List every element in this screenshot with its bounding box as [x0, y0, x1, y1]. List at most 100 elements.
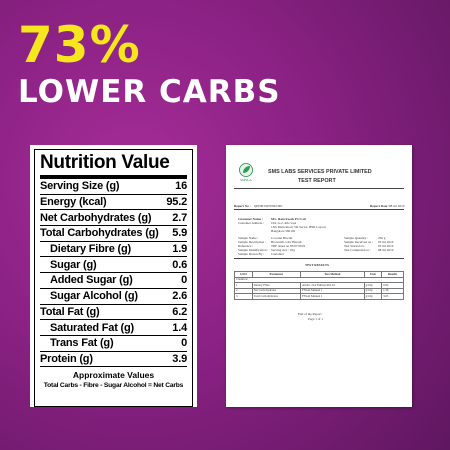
customer-address-2: 13th Main Road, 5th Sector, HSR Layout: [271, 225, 326, 229]
headline-percent: 73%: [18, 16, 141, 74]
lab-test-report: SMSLA SMS LABS SERVICES PRIVATE LIMITED …: [226, 145, 412, 407]
table-cell: g/16g: [363, 282, 383, 289]
page-number: Page 1 of 1: [308, 317, 323, 321]
report-title: TEST REPORT: [298, 178, 336, 184]
sample-description-label: Sample Description :: [238, 240, 266, 244]
nutrition-row-label: Dietary Fibre (g): [50, 243, 131, 256]
sample-identification: Serving size : 16g: [271, 248, 295, 252]
table-cell: 0.94: [381, 282, 404, 289]
end-of-report: End of the Report: [298, 312, 322, 316]
report-no-label: Report No :: [234, 204, 251, 208]
nutrition-footer-formula: Total Carbs - Fibre - Sugar Alcohol = Ne…: [43, 382, 184, 390]
table-header-row: S.NO Parameter Test Method Unit Results: [234, 271, 404, 278]
nutrition-footer-approx: Approximate Values: [72, 370, 155, 381]
test-started: 03 Jul 2019: [378, 244, 394, 248]
nutrition-panel-border: Nutrition Value Serving Size (g) 16 Energ…: [34, 149, 193, 407]
report-date-label: Report Date :: [370, 204, 390, 208]
sample-received-label: Sample Received on :: [344, 240, 373, 244]
nutrition-row-label: Energy (kcal): [40, 196, 107, 209]
test-completed: 08 Jul 2019: [378, 248, 394, 252]
nutrition-row: Net Carbohydrates (g) 2.7: [40, 210, 187, 227]
nutrition-row-label: Added Sugar (g): [50, 274, 133, 287]
reference-label: Reference :: [238, 244, 254, 248]
customer-address-3: Bangalore 560102: [271, 229, 296, 233]
sample-name-label: Sample Name :: [238, 236, 259, 240]
nutrition-row-value: 0.6: [172, 258, 187, 271]
sample-received: 03 Jul 2019: [378, 240, 394, 244]
nutrition-title: Nutrition Value: [40, 152, 187, 179]
nutrition-row: Serving Size (g) 16: [40, 179, 187, 195]
report-date: 08 Jul 2019: [389, 204, 405, 208]
divider: [234, 258, 404, 259]
nutrition-row-value: 2.7: [172, 211, 187, 224]
nutrition-panel: Nutrition Value Serving Size (g) 16 Energ…: [30, 145, 197, 407]
nutrition-row: Sugar Alcohol (g) 2.6: [40, 289, 187, 305]
lab-company-name: SMS LABS SERVICES PRIVATE LIMITED: [268, 169, 372, 175]
nutrition-row: Saturated Fat (g) 1.4: [40, 320, 187, 336]
nutrition-row: Added Sugar (g) 0: [40, 273, 187, 289]
nutrition-row-value: 1.9: [172, 243, 187, 256]
table-row: 3 Total Carbohydrates FSSAI Manual 1 g/1…: [234, 293, 404, 300]
table-row: 1 Dietary Fibre AOAC 21st Edition 991.43…: [234, 282, 404, 289]
table-cell: g/16g: [363, 293, 383, 300]
sample-identification-label: Sample Identification :: [238, 248, 269, 252]
sample-quantity: 250 g: [378, 236, 386, 240]
nutrition-row-label: Sugar Alcohol (g): [50, 290, 138, 303]
sample-drawn-by: Customer: [271, 252, 284, 256]
nutrition-row-label: Saturated Fat (g): [50, 321, 134, 334]
nutrition-row: Total Fat (g) 6.2: [40, 305, 187, 321]
nutrition-row: Total Carbohydrates (g) 5.9: [40, 226, 187, 242]
reference: TRF dated on 03/07/2019: [271, 244, 305, 248]
test-completed-label: Test Completed on :: [344, 248, 371, 252]
nutrition-row-value: 0: [181, 274, 187, 287]
nutrition-row: Protein (g) 3.9: [40, 352, 187, 368]
headline-subtitle: LOWER CARBS: [18, 74, 281, 110]
table-cell: 3.65: [381, 293, 404, 300]
customer-name-label: Customer Name :: [238, 217, 263, 221]
customer-name: M/s. Ram Foods Pvt Ltd: [271, 217, 306, 221]
nutrition-row-label: Net Carbohydrates (g): [40, 211, 152, 224]
nutrition-row-value: 0: [181, 337, 187, 350]
table-cell: 3: [234, 293, 253, 300]
nutrition-row-label: Total Fat (g): [40, 305, 100, 318]
table-row: 2 Net Carbohydrates FSSAI Manual 1 g/16g…: [234, 287, 404, 294]
nutrition-row-label: Sugar (g): [50, 258, 97, 271]
table-cell: 1.36: [381, 287, 404, 294]
table-header: Unit: [363, 271, 383, 278]
nutrition-footer: Approximate Values Total Carbs - Fibre -…: [40, 367, 187, 391]
nutrition-row-value: 16: [175, 180, 187, 193]
test-started-label: Test Started on :: [344, 244, 366, 248]
nutrition-rows: Serving Size (g) 16 Energy (kcal) 95.2 Net…: [40, 179, 187, 368]
lab-logo-text: SMSLA: [240, 178, 252, 182]
test-results-heading: TEST RESULTS: [305, 263, 329, 267]
table-cell: Total Carbohydrates: [251, 293, 302, 300]
nutrition-row: Dietary Fibre (g) 1.9: [40, 242, 187, 258]
table-cell: FSSAI Manual 1: [300, 293, 365, 300]
leaf-logo-icon: [239, 163, 253, 177]
sample-name: Coconut Biscuit: [271, 236, 293, 240]
nutrition-row-value: 6.2: [172, 305, 187, 318]
nutrition-row: Trans Fat (g) 0: [40, 336, 187, 352]
lab-logo: SMSLA: [236, 163, 256, 182]
sample-quantity-label: Sample Quantity :: [344, 236, 368, 240]
table-section: Chemical: [234, 276, 404, 283]
table-cell: g/16g: [363, 287, 383, 294]
divider: [234, 209, 404, 210]
nutrition-row-label: Serving Size (g): [40, 180, 120, 193]
nutrition-row-label: Total Carbohydrates (g): [40, 227, 159, 240]
results-table: S.NO Parameter Test Method Unit Results …: [234, 271, 404, 300]
nutrition-row-label: Trans Fat (g): [50, 337, 114, 350]
nutrition-row-value: 3.9: [172, 352, 187, 365]
customer-address-label: Customer Address :: [238, 221, 265, 225]
nutrition-row-value: 1.4: [172, 321, 187, 334]
nutrition-row-value: 5.9: [172, 227, 187, 240]
sample-description: Brownish color Biscuit: [271, 240, 302, 244]
table-section-row: Chemical: [234, 276, 404, 283]
divider: [234, 188, 404, 189]
customer-address-1: 104, G-2, 4th cross: [271, 221, 297, 225]
nutrition-row-value: 2.6: [172, 290, 187, 303]
nutrition-row-value: 95.2: [166, 196, 187, 209]
headline: 73% LOWER CARBS: [18, 18, 281, 110]
nutrition-row: Energy (kcal) 95.2: [40, 195, 187, 211]
table-header: Results: [381, 271, 404, 278]
